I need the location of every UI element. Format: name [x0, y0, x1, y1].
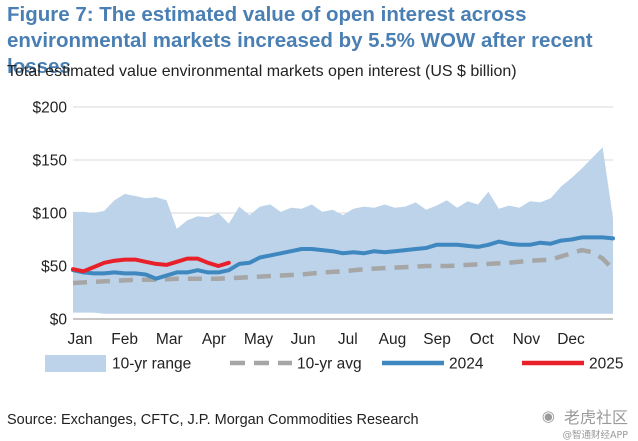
source-note: Source: Exchanges, CFTC, J.P. Morgan Com…	[7, 412, 419, 428]
x-tick-label: Aug	[379, 331, 407, 348]
y-tick-label: $150	[33, 153, 68, 170]
x-tick-label: Sep	[423, 331, 451, 348]
figure-title: Figure 7: The estimated value of open in…	[7, 3, 593, 78]
legend-label: 2025	[589, 356, 623, 373]
tiger-logo-icon: ◉	[541, 407, 555, 425]
series-10yr-range-band	[73, 147, 613, 314]
chart-subtitle: Total estimated value environmental mark…	[7, 63, 517, 80]
legend-10yr-avg: 10-yr avg	[230, 356, 362, 373]
watermark-sub: @智通财经APP	[562, 430, 628, 441]
series-2025-line	[71, 256, 231, 274]
x-tick-label: Mar	[156, 331, 183, 348]
x-tick-label: Jan	[68, 331, 93, 348]
x-tick-label: Dec	[557, 331, 585, 348]
legend-2025: 2025	[522, 356, 623, 373]
legend: 10-yr range 10-yr avg 2024 2025	[45, 355, 623, 373]
legend-label: 10-yr avg	[297, 356, 362, 373]
x-tick-label: Nov	[513, 331, 541, 348]
legend-swatch	[45, 355, 106, 372]
watermark: ◉ 老虎社区 @智通财经APP	[542, 404, 628, 441]
series-2024-line	[71, 235, 615, 281]
legend-label: 10-yr range	[112, 356, 191, 373]
legend-label: 2024	[449, 356, 484, 373]
plot-area	[71, 147, 615, 314]
series-10yr-avg-line	[72, 247, 615, 286]
x-axis: Jan Feb Mar Apr May Jun Jul Aug Sep Oct Nov Dec	[68, 318, 613, 348]
y-tick-label: $0	[50, 312, 68, 329]
y-axis: $0 $50 $100 $150 $200	[33, 100, 68, 329]
watermark-main: 老虎社区	[563, 408, 628, 427]
y-tick-label: $100	[33, 206, 68, 223]
x-tick-label: May	[244, 331, 274, 348]
y-tick-label: $50	[41, 259, 67, 276]
legend-10yr-range: 10-yr range	[45, 355, 191, 373]
x-tick-label: Feb	[111, 331, 138, 348]
legend-2024: 2024	[382, 356, 484, 373]
y-tick-label: $200	[33, 100, 68, 117]
x-tick-label: Jul	[338, 331, 358, 348]
x-tick-label: Oct	[470, 331, 495, 348]
x-tick-label: Jun	[291, 331, 316, 348]
x-tick-label: Apr	[202, 331, 226, 348]
